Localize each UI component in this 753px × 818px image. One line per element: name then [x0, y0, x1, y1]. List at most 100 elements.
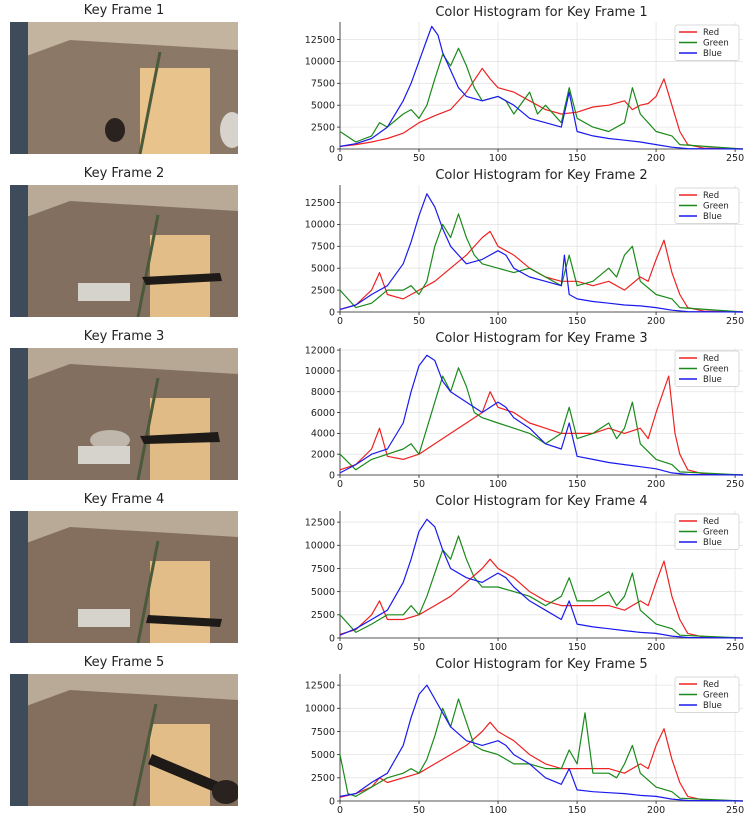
- x-tick-label: 200: [647, 153, 665, 164]
- x-tick-label: 50: [413, 642, 425, 653]
- key-frame-title: Key Frame 2: [83, 166, 165, 181]
- x-tick-label: 0: [337, 642, 343, 653]
- series-line-red: [339, 230, 744, 313]
- photo-ceiling: [10, 185, 238, 223]
- photo-doorway: [140, 68, 210, 154]
- color-histogram-chart: Color Histogram for Key Frame 1 0 50 100 150…: [305, 5, 744, 164]
- x-tick-label: 50: [413, 805, 425, 816]
- y-tick-label: 2500: [311, 773, 335, 784]
- x-tick-label: 100: [489, 805, 507, 816]
- x-tick-label: 200: [647, 479, 665, 490]
- y-tick-label: 8000: [311, 387, 335, 398]
- key-frame-title: Key Frame 3: [83, 329, 165, 344]
- photo-hand: [212, 780, 238, 804]
- photo-sign: [78, 609, 130, 627]
- key-frame-row-2: Key Frame 2 Color Histogram for Key Fram…: [0, 163, 753, 327]
- photo-left-edge: [10, 511, 28, 643]
- legend-box: [674, 350, 740, 387]
- x-tick-label: 100: [489, 642, 507, 653]
- y-tick-label: 2500: [311, 285, 335, 296]
- key-frame-title: Key Frame 5: [83, 655, 165, 670]
- photo-ceiling: [10, 674, 238, 712]
- y-tick-label: 4000: [311, 429, 335, 440]
- y-tick-label: 10000: [305, 57, 335, 68]
- photo-smoke: [90, 430, 130, 450]
- photo-rail: [136, 377, 160, 480]
- key-frame-image: [10, 348, 238, 480]
- y-tick-label: 7500: [311, 79, 335, 90]
- legend-label-blue: Blue: [703, 701, 722, 711]
- legend-label-green: Green: [703, 39, 729, 49]
- series-line-blue: [339, 193, 744, 313]
- chart-title: Color Histogram for Key Frame 5: [435, 657, 647, 672]
- x-tick-label: 150: [568, 479, 586, 490]
- photo-left-edge: [10, 185, 28, 317]
- y-tick-label: 2500: [311, 122, 335, 133]
- y-tick-label: 7500: [311, 727, 335, 738]
- x-tick-label: 250: [726, 642, 744, 653]
- y-tick-label: 12500: [305, 517, 335, 528]
- key-frame-image: [10, 185, 238, 317]
- key-frame-title: Key Frame 4: [83, 492, 165, 507]
- x-tick-label: 50: [413, 316, 425, 327]
- x-tick-label: 0: [337, 805, 343, 816]
- x-tick-label: 200: [647, 805, 665, 816]
- series-line-blue: [339, 684, 744, 802]
- y-tick-label: 0: [329, 307, 335, 318]
- photo-ceiling: [10, 348, 238, 386]
- x-tick-label: 250: [726, 805, 744, 816]
- x-tick-label: 150: [568, 316, 586, 327]
- y-tick-label: 12000: [305, 345, 335, 356]
- y-tick-label: 7500: [311, 564, 335, 575]
- y-tick-label: 0: [329, 470, 335, 481]
- legend-label-green: Green: [703, 528, 729, 538]
- photo-gun: [142, 273, 222, 285]
- chart-title: Color Histogram for Key Frame 3: [435, 331, 647, 346]
- x-tick-label: 150: [568, 642, 586, 653]
- legend-label-blue: Blue: [703, 212, 722, 222]
- x-tick-label: 100: [489, 316, 507, 327]
- series-line-blue: [339, 25, 744, 150]
- series-line-red: [339, 721, 744, 802]
- legend-label-green: Green: [703, 365, 729, 375]
- series-line-green: [339, 367, 744, 476]
- y-tick-label: 5000: [311, 750, 335, 761]
- color-histogram-chart: Color Histogram for Key Frame 5 0 50 100 150…: [305, 657, 744, 816]
- photo-rail: [138, 51, 162, 154]
- y-tick-label: 6000: [311, 408, 335, 419]
- legend-box: [674, 24, 740, 61]
- y-tick-label: 0: [329, 796, 335, 807]
- photo-ceiling: [10, 22, 238, 62]
- key-frame-image: [10, 511, 238, 643]
- x-tick-label: 0: [337, 316, 343, 327]
- x-tick-label: 0: [337, 479, 343, 490]
- series-line-red: [339, 375, 744, 476]
- photo-gun: [148, 754, 228, 796]
- x-tick-label: 250: [726, 316, 744, 327]
- color-histogram-chart: Color Histogram for Key Frame 2 0 50 100 150…: [305, 168, 744, 327]
- y-tick-label: 0: [329, 633, 335, 644]
- chart-title: Color Histogram for Key Frame 2: [435, 168, 647, 183]
- key-frame-image: [10, 674, 238, 806]
- legend-label-blue: Blue: [703, 538, 722, 548]
- x-tick-label: 200: [647, 316, 665, 327]
- color-histogram-chart: Color Histogram for Key Frame 4 0 50 100 150…: [305, 494, 744, 653]
- y-tick-label: 5000: [311, 587, 335, 598]
- x-tick-label: 100: [489, 479, 507, 490]
- legend-label-red: Red: [703, 517, 719, 527]
- photo-sign: [78, 446, 130, 464]
- photo-rail: [136, 214, 160, 317]
- photo-rail: [132, 703, 158, 806]
- legend-label-red: Red: [703, 28, 719, 38]
- color-histogram-chart: Color Histogram for Key Frame 3 0 50 100 150…: [305, 331, 744, 490]
- legend-label-red: Red: [703, 191, 719, 201]
- photo-sign: [78, 283, 130, 301]
- y-tick-label: 10000: [305, 366, 335, 377]
- legend-label-blue: Blue: [703, 49, 722, 59]
- chart-title: Color Histogram for Key Frame 1: [435, 5, 647, 20]
- legend-box: [674, 676, 740, 713]
- photo-gun: [146, 615, 222, 627]
- x-tick-label: 200: [647, 642, 665, 653]
- series-line-green: [339, 535, 744, 639]
